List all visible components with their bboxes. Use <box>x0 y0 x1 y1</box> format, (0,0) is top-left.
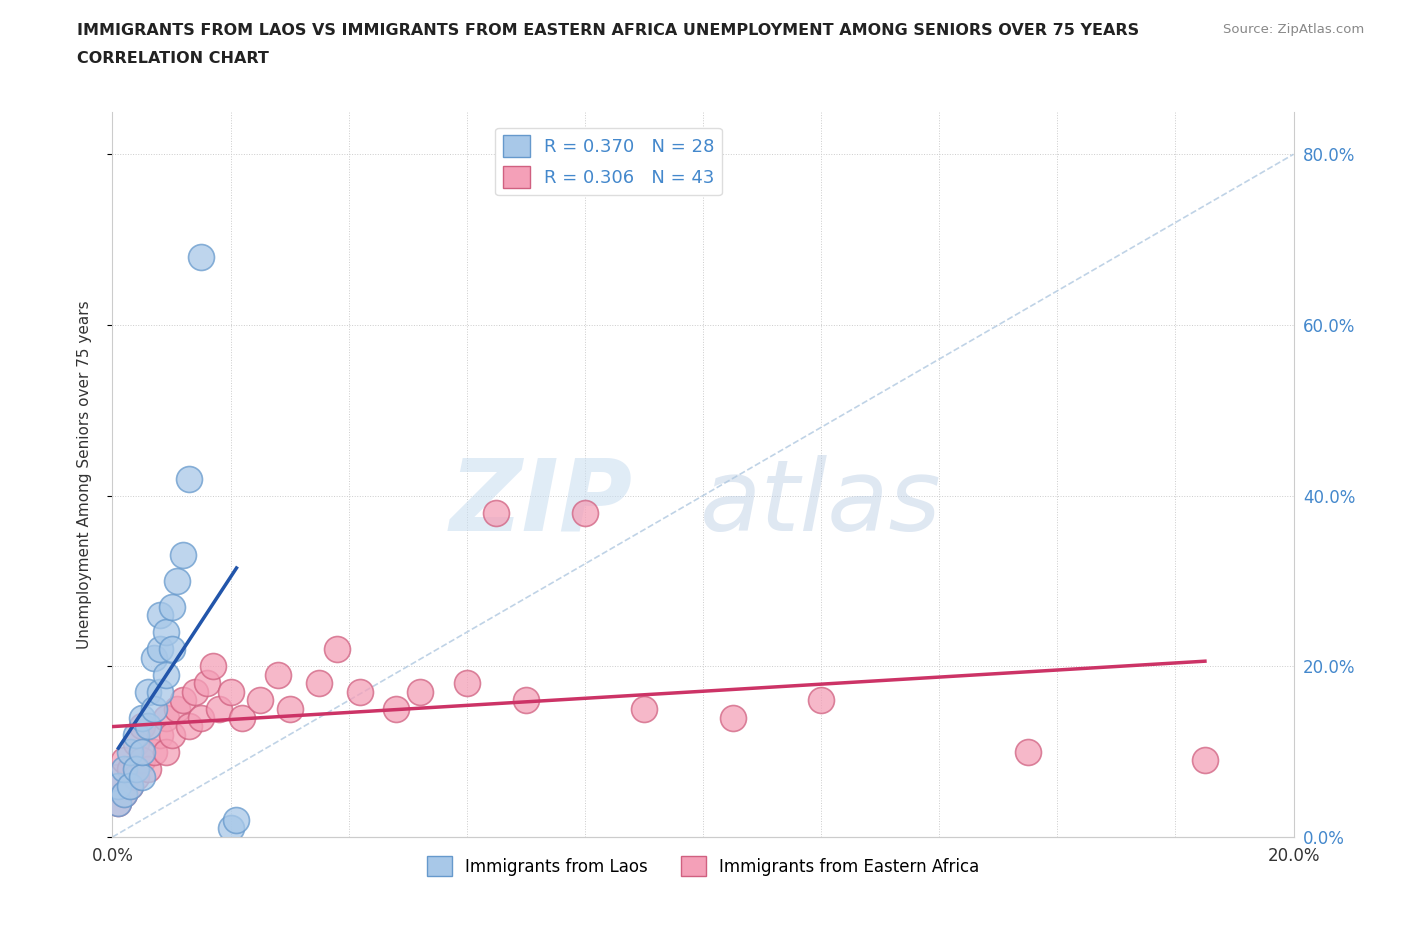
Point <box>160 727 183 742</box>
Point <box>131 744 153 759</box>
Point <box>278 701 301 716</box>
Point <box>107 795 129 810</box>
Point <box>142 650 165 665</box>
Point <box>456 676 478 691</box>
Y-axis label: Unemployment Among Seniors over 75 years: Unemployment Among Seniors over 75 years <box>77 300 91 648</box>
Point <box>201 658 224 673</box>
Point <box>149 607 172 622</box>
Point <box>574 505 596 520</box>
Point <box>166 701 188 716</box>
Text: atlas: atlas <box>700 455 942 551</box>
Point <box>112 752 135 767</box>
Point <box>136 719 159 734</box>
Point <box>155 668 177 683</box>
Point <box>142 744 165 759</box>
Point <box>515 693 537 708</box>
Point <box>308 676 330 691</box>
Point <box>267 668 290 683</box>
Point <box>112 762 135 777</box>
Point <box>112 787 135 802</box>
Point <box>172 548 194 563</box>
Point <box>1194 752 1216 767</box>
Point <box>385 701 408 716</box>
Point <box>179 472 201 486</box>
Point <box>184 684 207 699</box>
Point <box>120 778 142 793</box>
Point <box>166 574 188 589</box>
Point <box>107 770 129 785</box>
Point <box>1017 744 1039 759</box>
Point <box>179 719 201 734</box>
Point <box>107 778 129 793</box>
Point <box>112 787 135 802</box>
Point <box>136 684 159 699</box>
Point <box>125 727 148 742</box>
Point <box>349 684 371 699</box>
Point <box>326 642 349 657</box>
Point <box>485 505 508 520</box>
Point <box>155 625 177 640</box>
Point <box>107 795 129 810</box>
Point <box>172 693 194 708</box>
Point <box>131 719 153 734</box>
Text: ZIP: ZIP <box>449 455 633 551</box>
Point <box>231 711 253 725</box>
Point <box>149 684 172 699</box>
Point <box>131 711 153 725</box>
Point <box>155 744 177 759</box>
Point <box>149 642 172 657</box>
Point <box>219 821 242 836</box>
Point <box>155 711 177 725</box>
Point <box>721 711 744 725</box>
Point <box>142 701 165 716</box>
Point <box>633 701 655 716</box>
Point <box>190 249 212 264</box>
Point <box>125 736 148 751</box>
Point <box>160 599 183 614</box>
Point <box>190 711 212 725</box>
Point <box>125 762 148 777</box>
Point <box>131 752 153 767</box>
Text: IMMIGRANTS FROM LAOS VS IMMIGRANTS FROM EASTERN AFRICA UNEMPLOYMENT AMONG SENIOR: IMMIGRANTS FROM LAOS VS IMMIGRANTS FROM … <box>77 23 1139 38</box>
Legend: Immigrants from Laos, Immigrants from Eastern Africa: Immigrants from Laos, Immigrants from Ea… <box>420 849 986 884</box>
Point <box>160 642 183 657</box>
Point <box>219 684 242 699</box>
Point <box>225 813 247 828</box>
Text: CORRELATION CHART: CORRELATION CHART <box>77 51 269 66</box>
Point <box>120 778 142 793</box>
Text: Source: ZipAtlas.com: Source: ZipAtlas.com <box>1223 23 1364 36</box>
Point <box>810 693 832 708</box>
Point <box>120 744 142 759</box>
Point <box>131 770 153 785</box>
Point <box>120 762 142 777</box>
Point <box>149 727 172 742</box>
Point <box>408 684 430 699</box>
Point <box>249 693 271 708</box>
Point <box>195 676 218 691</box>
Point <box>136 762 159 777</box>
Point <box>208 701 231 716</box>
Point <box>125 770 148 785</box>
